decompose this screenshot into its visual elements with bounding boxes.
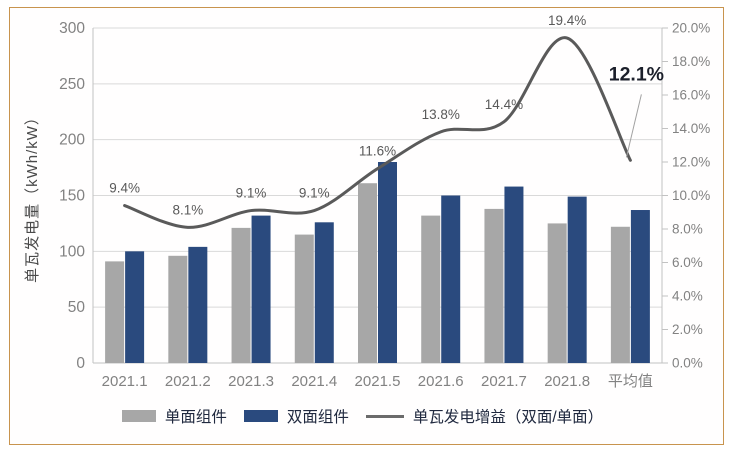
gain-data-label: 9.4% xyxy=(109,181,140,196)
bifacial-bar xyxy=(567,196,587,363)
legend: 单面组件 双面组件 单瓦发电增益（双面/单面） xyxy=(10,402,723,430)
right-axis-tick-label: 2.0% xyxy=(672,322,703,337)
highlight-data-label: 12.1% xyxy=(609,63,664,85)
legend-label-gain: 单瓦发电增益（双面/单面） xyxy=(412,409,604,426)
legend-swatch-gain-line-icon xyxy=(365,414,404,418)
legend-swatch-mono-bar-icon xyxy=(121,410,156,422)
gain-data-label: 9.1% xyxy=(299,186,330,201)
bifacial-bar xyxy=(314,222,334,363)
right-axis-tick-label: 12.0% xyxy=(672,155,710,170)
gain-line xyxy=(123,36,632,229)
mono-bar xyxy=(358,183,377,363)
mono-bar xyxy=(105,261,125,363)
x-axis-label: 2021.7 xyxy=(481,373,527,390)
bifacial-bar xyxy=(378,162,397,363)
left-axis-tick-label: 150 xyxy=(59,188,85,205)
right-axis-tick-label: 18.0% xyxy=(672,54,710,69)
left-axis-tick-label: 300 xyxy=(59,20,85,37)
x-axis-label: 2021.5 xyxy=(355,373,401,390)
x-axis-label: 2021.4 xyxy=(291,373,337,390)
mono-bar xyxy=(421,215,441,363)
right-axis-tick-label: 16.0% xyxy=(672,88,710,103)
bifacial-bar xyxy=(441,195,461,363)
x-axis-label: 2021.2 xyxy=(165,373,211,390)
gain-data-label: 14.4% xyxy=(485,97,523,112)
right-axis-tick-label: 10.0% xyxy=(672,188,710,203)
right-axis-tick-label: 14.0% xyxy=(672,121,710,136)
legend-label-mono: 单面组件 xyxy=(164,409,227,426)
x-axis-label: 2021.1 xyxy=(102,373,148,390)
gain-data-label: 8.1% xyxy=(172,202,203,217)
bifacial-bar xyxy=(504,186,524,363)
chart-plot: 300 250 200 150 100 50 0 20.0% 18.0% 16.0% 14.0% 12… xyxy=(59,13,710,390)
left-axis-tick-label: 250 xyxy=(59,76,85,93)
mono-bar xyxy=(610,226,630,363)
x-axis-label: 平均值 xyxy=(608,373,653,390)
left-axis-tick-label: 100 xyxy=(59,243,85,260)
x-axis-label: 2021.6 xyxy=(418,373,464,390)
gain-data-label: 9.1% xyxy=(236,186,267,201)
x-axis-label: 2021.8 xyxy=(544,373,590,390)
bifacial-bar xyxy=(251,215,271,363)
gain-data-label: 19.4% xyxy=(548,13,586,28)
right-axis-tick-label: 4.0% xyxy=(672,289,703,304)
right-axis-tick-label: 20.0% xyxy=(672,21,710,36)
left-axis-tick-label: 50 xyxy=(68,299,86,316)
x-axis-label: 2021.3 xyxy=(228,373,274,390)
bifacial-bar xyxy=(125,251,145,363)
legend-swatch-bifacial-bar-icon xyxy=(243,410,278,422)
mono-bar xyxy=(168,255,188,363)
right-axis-tick-label: 8.0% xyxy=(672,222,703,237)
left-axis-tick-label: 200 xyxy=(59,132,85,149)
left-axis-tick-label: 0 xyxy=(76,355,85,372)
legend-label-bifacial: 双面组件 xyxy=(286,409,349,426)
mono-bar xyxy=(231,227,251,363)
gain-data-label: 11.6% xyxy=(359,144,396,159)
highlight-leader-line xyxy=(625,94,642,158)
right-axis-tick-label: 0.0% xyxy=(672,356,703,371)
bifacial-bar xyxy=(188,246,208,363)
gain-data-label: 13.8% xyxy=(422,107,460,122)
mono-bar xyxy=(547,223,567,363)
right-axis-tick-label: 6.0% xyxy=(672,255,703,270)
chart-frame: 单瓦发电量（kWh/kW） 300 250 200 150 100 50 0 20.0% 18.… xyxy=(9,7,724,445)
mono-bar xyxy=(294,234,314,363)
mono-bar xyxy=(484,208,504,363)
bifacial-bar xyxy=(630,210,650,363)
